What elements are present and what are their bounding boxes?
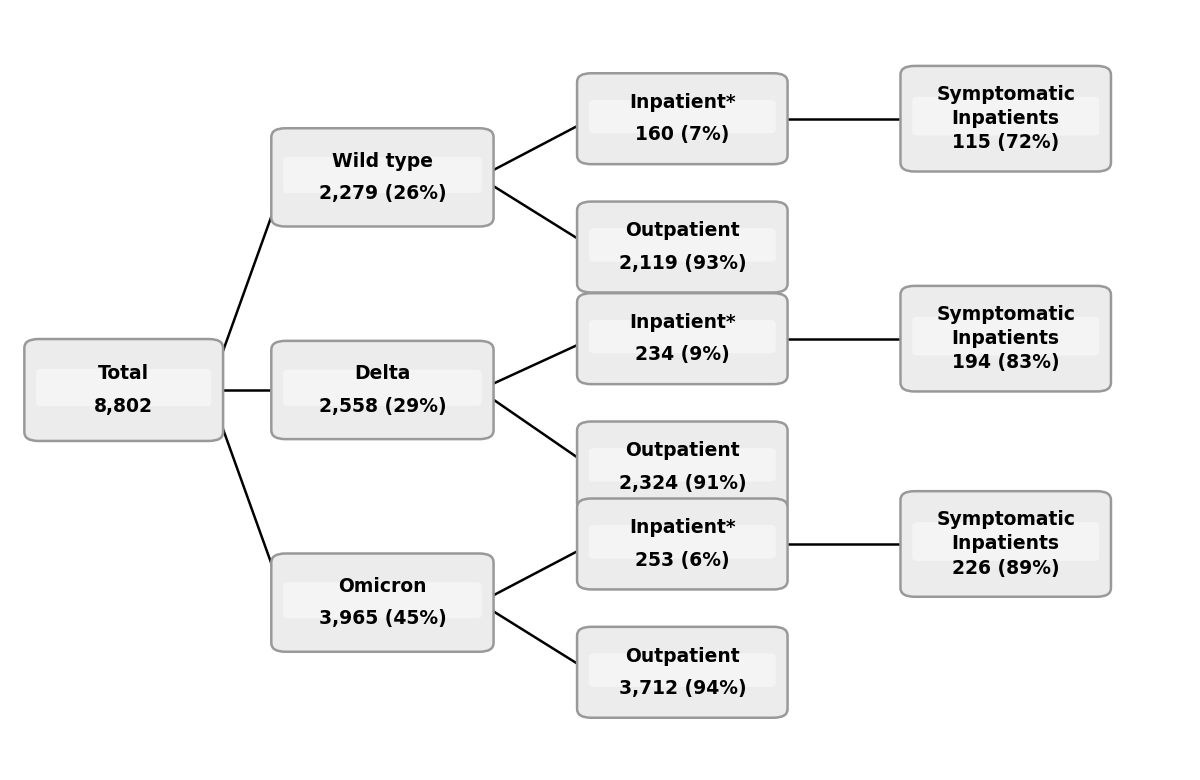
- Text: 3,965 (45%): 3,965 (45%): [318, 609, 446, 628]
- Text: Symptomatic: Symptomatic: [936, 305, 1075, 324]
- Text: Inpatients: Inpatients: [952, 534, 1060, 554]
- FancyBboxPatch shape: [24, 339, 223, 441]
- Text: 160 (7%): 160 (7%): [635, 126, 730, 144]
- FancyBboxPatch shape: [912, 317, 1099, 356]
- Text: 234 (9%): 234 (9%): [635, 346, 730, 364]
- FancyBboxPatch shape: [577, 627, 787, 718]
- FancyBboxPatch shape: [283, 582, 482, 619]
- Text: Outpatient: Outpatient: [625, 647, 739, 665]
- Text: 8,802: 8,802: [95, 397, 154, 416]
- FancyBboxPatch shape: [271, 554, 493, 652]
- Text: 2,119 (93%): 2,119 (93%): [618, 254, 746, 273]
- Text: 2,558 (29%): 2,558 (29%): [319, 397, 446, 416]
- FancyBboxPatch shape: [577, 293, 787, 384]
- Text: 226 (89%): 226 (89%): [952, 558, 1060, 578]
- FancyBboxPatch shape: [283, 370, 482, 406]
- Text: Inpatient*: Inpatient*: [629, 93, 736, 112]
- Text: Inpatients: Inpatients: [952, 109, 1060, 128]
- Text: 115 (72%): 115 (72%): [952, 133, 1060, 152]
- Text: 2,279 (26%): 2,279 (26%): [319, 184, 446, 203]
- FancyBboxPatch shape: [577, 201, 787, 292]
- FancyBboxPatch shape: [271, 128, 493, 226]
- FancyBboxPatch shape: [577, 421, 787, 512]
- FancyBboxPatch shape: [912, 522, 1099, 561]
- FancyBboxPatch shape: [577, 73, 787, 164]
- Text: 2,324 (91%): 2,324 (91%): [618, 473, 746, 493]
- FancyBboxPatch shape: [900, 491, 1111, 597]
- Text: Omicron: Omicron: [338, 577, 427, 596]
- FancyBboxPatch shape: [271, 341, 493, 439]
- FancyBboxPatch shape: [589, 448, 776, 481]
- FancyBboxPatch shape: [900, 66, 1111, 172]
- Text: Total: Total: [98, 364, 149, 383]
- Text: Symptomatic: Symptomatic: [936, 85, 1075, 104]
- Text: 253 (6%): 253 (6%): [635, 551, 730, 569]
- FancyBboxPatch shape: [589, 320, 776, 353]
- Text: Delta: Delta: [354, 364, 410, 383]
- FancyBboxPatch shape: [589, 654, 776, 687]
- FancyBboxPatch shape: [900, 286, 1111, 392]
- Text: 3,712 (94%): 3,712 (94%): [618, 679, 746, 698]
- FancyBboxPatch shape: [577, 498, 787, 590]
- Text: Outpatient: Outpatient: [625, 441, 739, 460]
- Text: Symptomatic: Symptomatic: [936, 510, 1075, 530]
- Text: Inpatient*: Inpatient*: [629, 519, 736, 537]
- Text: Inpatients: Inpatients: [952, 329, 1060, 348]
- FancyBboxPatch shape: [36, 369, 211, 406]
- FancyBboxPatch shape: [589, 228, 776, 262]
- FancyBboxPatch shape: [589, 525, 776, 558]
- Text: Inpatient*: Inpatient*: [629, 313, 736, 332]
- Text: Outpatient: Outpatient: [625, 222, 739, 240]
- Text: Wild type: Wild type: [332, 152, 433, 171]
- FancyBboxPatch shape: [283, 157, 482, 193]
- FancyBboxPatch shape: [589, 100, 776, 133]
- Text: 194 (83%): 194 (83%): [952, 353, 1060, 372]
- FancyBboxPatch shape: [912, 97, 1099, 136]
